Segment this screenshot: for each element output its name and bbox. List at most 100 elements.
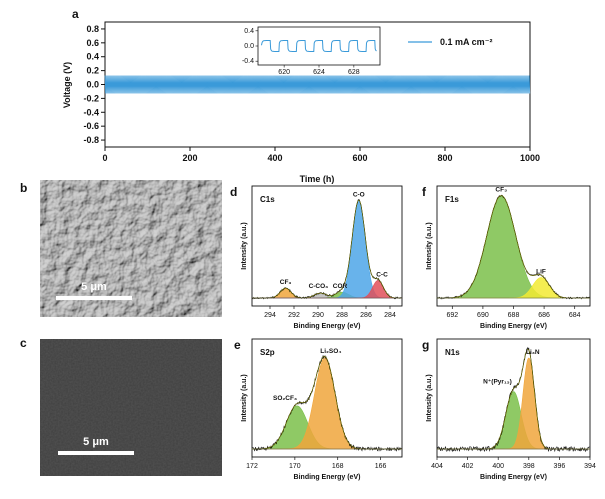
sem-b-texture [40,180,222,317]
xps-core-level-title: F1s [445,195,459,204]
panel-letter-b: b [20,181,27,195]
y-tick-label: 0.2 [86,66,99,76]
x-tick-label: 166 [375,463,387,470]
xps-ylabel: Intensity (a.u.) [241,374,248,421]
y-tick-label: 0.0 [86,80,99,90]
xps-xlabel: Binding Energy (eV) [480,474,547,481]
peak-label: SO₂CF₃ [273,395,297,402]
xps-panel-f1s: 692 690 688 686 684 Binding Energy (eV) Intens… [426,185,591,330]
inset-y-tick-label: -0.4 [242,58,254,65]
x-tick-label: 0 [102,153,107,163]
x-tick-label: 172 [246,463,258,470]
panel-letter-g: g [422,338,429,352]
y-tick-label: -0.2 [83,93,99,103]
sem-image-cycled: 5 μm [40,180,222,317]
x-tick-label: 404 [431,463,443,470]
x-tick-label: 690 [477,312,489,319]
scale-label-b: 5 μm [81,281,107,293]
peak-label: C-O [353,191,365,198]
x-tick-label: 200 [182,153,197,163]
inset-frame [257,26,381,66]
y-tick-label: -0.8 [83,135,99,145]
inset-x-tick-label: 624 [313,69,325,76]
xps-core-level-title: S2p [260,348,275,357]
inset-y-tick-label: 0.0 [244,43,254,50]
xps-xlabel: Binding Energy (eV) [294,323,361,330]
y-tick-label: -0.4 [83,107,99,117]
x-tick-label: 288 [336,312,348,319]
sem-c-texture [40,339,222,476]
inset-x-tick-label: 620 [278,69,290,76]
x-tick-label: 688 [508,312,520,319]
x-tick-label: 290 [312,312,324,319]
sem-c-scale-bar: 5 μm [58,436,134,455]
panel-a-ticks: 0 200 400 600 800 1000 -0.8 -0.6 -0.4 -0.2 0.0 0.2 0… [83,24,540,163]
x-tick-label: 600 [352,153,367,163]
xps-frame [436,338,591,458]
y-tick-label: 0.4 [86,52,99,62]
fitted-peak [437,391,590,450]
panel-a-cycling-plot: 0 200 400 600 800 1000 -0.8 -0.6 -0.4 -0.2 0.0 0.2 0… [62,21,540,184]
peak-label: N⁺(Pyr₁₃) [483,378,512,385]
inset-x-tick-label: 628 [348,69,360,76]
xps-panel-s2p: 172 170 168 166 Binding Energy (eV) Intensity… [241,338,403,481]
sem-image-pristine: 5 μm [40,339,222,476]
xps-xlabel: Binding Energy (eV) [294,474,361,481]
peak-label: Li₂SO₄ [320,348,341,355]
panel-a-ylabel: Voltage (V) [62,62,72,108]
x-tick-label: 396 [554,463,566,470]
xps-ylabel: Intensity (a.u.) [241,222,248,269]
peak-label: C-CO₃ [309,283,329,290]
panel-letter-a: a [72,7,79,21]
x-tick-label: 394 [584,463,596,470]
x-tick-label: 292 [288,312,300,319]
x-tick-label: 170 [289,463,301,470]
xps-frame [251,185,403,307]
peak-label: CF₃ [495,187,507,194]
panel-a-legend: 0.1 mA cm⁻² [408,37,492,47]
panel-letter-c: c [20,336,27,350]
peak-label: LiF [536,269,546,276]
peak-label: Li₃N [526,349,540,356]
panel-letter-e: e [234,338,241,352]
y-tick-label: 0.6 [86,38,99,48]
inset-ticks: 620 624 628 0.4 0.0 -0.4 [242,28,360,76]
y-tick-label: 0.8 [86,24,99,34]
scale-bar-c [58,451,134,455]
xps-panel-c1s: 294 292 290 288 286 284 Binding Energy (eV) Int… [241,185,403,330]
x-tick-label: 402 [462,463,474,470]
peak-label: CF₃ [280,279,292,286]
scale-label-c: 5 μm [83,436,109,448]
fitted-peak [436,195,590,299]
peak-label: COR [333,283,348,290]
cycling-voltage-trace [104,75,531,94]
x-tick-label: 684 [569,312,581,319]
xps-xlabel: Binding Energy (eV) [480,323,547,330]
inset-voltage-profile [260,40,377,52]
panel-a-inset: 620 624 628 0.4 0.0 -0.4 [242,26,381,76]
fitted-peak [252,357,402,450]
legend-label: 0.1 mA cm⁻² [440,37,492,47]
x-tick-label: 398 [523,463,535,470]
xps-fit-envelope [252,199,402,299]
xps-ylabel: Intensity (a.u.) [426,374,433,421]
xps-fit-envelope [437,195,590,299]
x-tick-label: 692 [446,312,458,319]
xps-panel-n1s: 404 402 400 398 396 394 Binding Energy (eV) Int… [426,338,596,481]
inset-y-tick-label: 0.4 [244,28,254,35]
x-tick-label: 286 [360,312,372,319]
xps-ylabel: Intensity (a.u.) [426,222,433,269]
x-tick-label: 400 [267,153,282,163]
scale-bar-b [56,296,132,300]
panel-letter-d: d [230,185,237,199]
x-tick-label: 294 [264,312,276,319]
panel-letter-f: f [422,185,427,199]
panel-a-xlabel: Time (h) [300,174,335,184]
xps-core-level-title: N1s [445,348,460,357]
x-tick-label: 284 [384,312,396,319]
x-tick-label: 800 [437,153,452,163]
x-tick-label: 1000 [520,153,540,163]
peak-label: C-C [376,271,388,278]
xps-core-level-title: C1s [260,195,275,204]
